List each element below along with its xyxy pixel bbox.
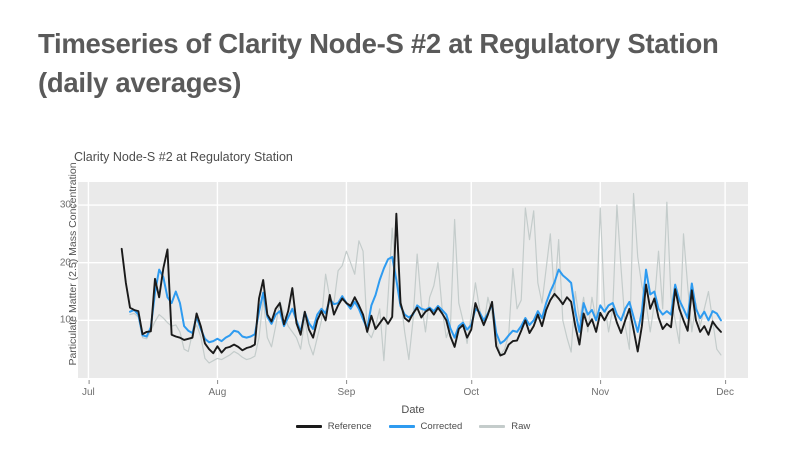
page-title: Timeseries of Clarity Node-S #2 at Regul… — [38, 28, 719, 99]
legend-label: Reference — [327, 421, 372, 432]
x-tick-label: Nov — [591, 380, 610, 398]
legend-line-icon — [388, 425, 415, 428]
chart-container: Clarity Node-S #2 at Regulatory Station … — [28, 138, 780, 446]
plot-wrapper: 10 20 30 Jul Aug Sep Oct Nov Dec — [60, 182, 748, 398]
x-tick-label: Oct — [463, 380, 480, 398]
y-tick-label: 30 — [59, 199, 78, 211]
plot-area — [78, 182, 748, 378]
x-tick-label: Dec — [716, 380, 735, 398]
legend-line-icon — [295, 425, 322, 428]
legend-label: Corrected — [420, 421, 463, 432]
x-tick-label: Sep — [337, 380, 356, 398]
legend-line-icon — [479, 425, 506, 428]
chart-legend: Reference Corrected Raw — [78, 421, 748, 432]
legend-item[interactable]: Raw — [479, 421, 530, 432]
timeseries-lines — [78, 182, 748, 378]
legend-item[interactable]: Reference — [295, 421, 372, 432]
y-tick-label: 10 — [59, 314, 78, 326]
y-tick-label: 20 — [59, 257, 78, 269]
legend-item[interactable]: Corrected — [388, 421, 463, 432]
x-tick-label: Aug — [208, 380, 227, 398]
x-tick-label: Jul — [81, 380, 95, 398]
legend-label: Raw — [511, 421, 531, 432]
x-axis-label: Date — [401, 404, 425, 416]
chart-title: Clarity Node-S #2 at Regulatory Station — [74, 150, 293, 164]
